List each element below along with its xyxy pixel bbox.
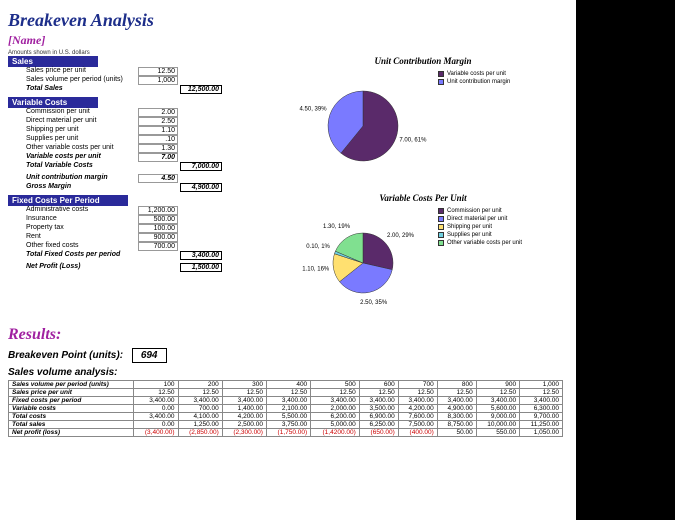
total-var-value: 7,000.00 — [180, 162, 222, 171]
legend-label: Supplies per unit — [447, 232, 492, 238]
line-value: 12.50 — [138, 67, 178, 76]
line-value: 1.30 — [138, 144, 178, 153]
line-label: Commission per unit — [8, 108, 138, 117]
legend-label: Unit contribution margin — [447, 79, 510, 85]
right-column: Unit Contribution Margin 7.00, 61% 4.50, … — [278, 56, 568, 318]
breakeven-line: Breakeven Point (units): 694 — [8, 348, 568, 363]
total-var-label: Total Variable Costs — [8, 162, 138, 171]
results-section: Results: Breakeven Point (units): 694 Sa… — [8, 318, 568, 437]
chart2-legend: Commission per unit Direct material per u… — [438, 208, 522, 318]
gross-value: 4,900.00 — [180, 183, 222, 192]
line-value: 100.00 — [138, 224, 178, 233]
total-sales-value: 12,500.00 — [180, 85, 222, 94]
subtitle: [Name] — [8, 33, 568, 48]
page-title: Breakeven Analysis — [8, 10, 568, 31]
chart1-title: Unit Contribution Margin — [278, 56, 568, 66]
line-label: Sales price per unit — [8, 67, 138, 76]
line-value: 700.00 — [138, 242, 178, 251]
legend-label: Variable costs per unit — [447, 71, 506, 77]
line-label: Administrative costs — [8, 206, 138, 215]
analysis-table: Sales volume per period (units)100200300… — [8, 380, 563, 437]
chart1-legend: Variable costs per unit Unit contribution… — [438, 71, 510, 181]
line-label: Other variable costs per unit — [8, 144, 138, 153]
svg-text:1.30, 19%: 1.30, 19% — [323, 224, 351, 230]
total-fixed-label: Total Fixed Costs per period — [8, 251, 138, 260]
pie-chart-1: 7.00, 61% 4.50, 39% — [278, 71, 438, 181]
svg-text:1.10, 16%: 1.10, 16% — [302, 266, 330, 272]
line-value: 900.00 — [138, 233, 178, 242]
line-value: 1,000 — [138, 76, 178, 85]
gross-label: Gross Margin — [8, 183, 138, 192]
varcosts-header: Variable Costs — [8, 97, 98, 108]
line-label: Sales volume per period (units) — [8, 76, 138, 85]
fixed-header: Fixed Costs Per Period — [8, 195, 128, 206]
pie-chart-2: 2.00, 29% 2.50, 35% 1.10, 16% 0.10, 1% 1.30,… — [278, 208, 438, 318]
total-sales-label: Total Sales — [8, 85, 138, 94]
line-value: 1.10 — [138, 126, 178, 135]
total-fixed-value: 3,400.00 — [180, 251, 222, 260]
line-label: Property tax — [8, 224, 138, 233]
spreadsheet-page: Breakeven Analysis [Name] Amounts shown … — [0, 0, 576, 520]
line-label: Rent — [8, 233, 138, 242]
ucm-value: 4.50 — [138, 174, 178, 183]
line-value: 2.00 — [138, 108, 178, 117]
results-title: Results: — [8, 326, 568, 344]
ucm-label: Unit contribution margin — [8, 174, 138, 183]
line-label: Insurance — [8, 215, 138, 224]
bp-value: 694 — [132, 348, 167, 363]
svg-text:4.50, 39%: 4.50, 39% — [300, 106, 328, 112]
net-value: 1,500.00 — [180, 263, 222, 272]
svg-text:2.50, 35%: 2.50, 35% — [360, 300, 388, 306]
svg-text:2.00, 29%: 2.00, 29% — [387, 233, 415, 239]
left-column: Sales Sales price per unit12.50Sales vol… — [8, 56, 268, 272]
line-value: 2.50 — [138, 117, 178, 126]
var-unit-label: Variable costs per unit — [8, 153, 138, 162]
legend-label: Commission per unit — [447, 208, 502, 214]
line-value: 500.00 — [138, 215, 178, 224]
bp-label: Breakeven Point (units): — [8, 350, 123, 361]
sales-header: Sales — [8, 56, 98, 67]
line-label: Supplies per unit — [8, 135, 138, 144]
legend-label: Direct material per unit — [447, 216, 507, 222]
line-label: Direct material per unit — [8, 117, 138, 126]
chart2-title: Variable Costs Per Unit — [278, 193, 568, 203]
svg-text:0.10, 1%: 0.10, 1% — [306, 244, 330, 250]
legend-label: Shipping per unit — [447, 224, 492, 230]
line-label: Shipping per unit — [8, 126, 138, 135]
svg-text:7.00, 61%: 7.00, 61% — [399, 138, 427, 144]
var-unit-value: 7.00 — [138, 153, 178, 162]
net-label: Net Profit (Loss) — [8, 263, 138, 272]
legend-label: Other variable costs per unit — [447, 240, 522, 246]
line-value: 1,200.00 — [138, 206, 178, 215]
line-label: Other fixed costs — [8, 242, 138, 251]
sva-label: Sales volume analysis: — [8, 367, 568, 378]
line-value: .10 — [138, 135, 178, 144]
